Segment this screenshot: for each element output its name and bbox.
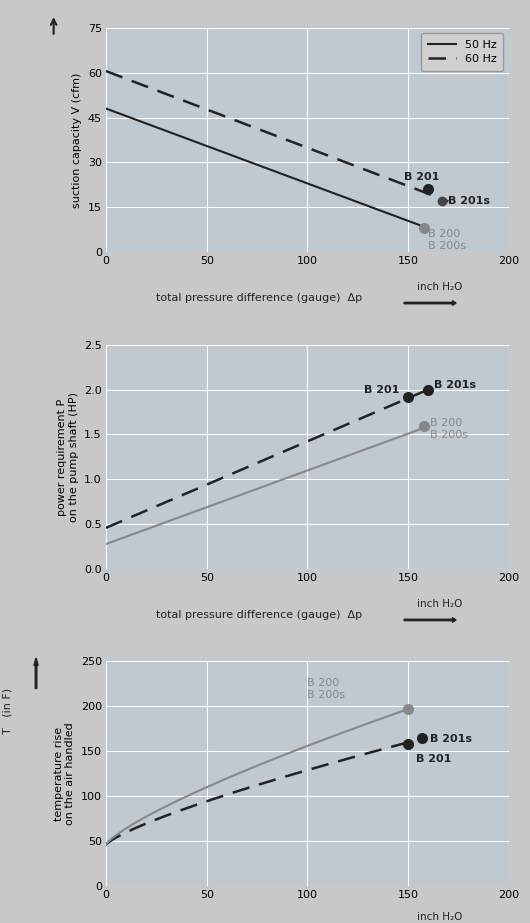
- Y-axis label: power requirement P
on the pump shaft (HP): power requirement P on the pump shaft (H…: [57, 392, 78, 521]
- Text: B 201: B 201: [416, 754, 452, 764]
- Text: inch H₂O: inch H₂O: [417, 912, 463, 921]
- Y-axis label: temperature rise
on the air handled: temperature rise on the air handled: [54, 723, 75, 825]
- Text: inch H₂O: inch H₂O: [417, 599, 463, 609]
- Text: B 200
B 200s: B 200 B 200s: [307, 677, 346, 701]
- Text: B 201s: B 201s: [448, 197, 490, 207]
- Y-axis label: suction capacity V (cfm): suction capacity V (cfm): [72, 72, 82, 208]
- Text: inch H₂O: inch H₂O: [417, 282, 463, 293]
- Text: B 200
B 200s: B 200 B 200s: [430, 417, 468, 440]
- Text: B 201: B 201: [364, 385, 399, 395]
- Text: B 201s: B 201s: [434, 379, 476, 390]
- Text: total pressure difference (gauge)  Δp: total pressure difference (gauge) Δp: [156, 294, 362, 304]
- Text: T   (in F): T (in F): [3, 688, 13, 734]
- Text: B 201: B 201: [404, 173, 439, 183]
- Text: B 201s: B 201s: [430, 735, 472, 744]
- Text: B 200
B 200s: B 200 B 200s: [428, 229, 466, 251]
- Legend: 50 Hz, 60 Hz: 50 Hz, 60 Hz: [421, 33, 504, 71]
- Text: total pressure difference (gauge)  Δp: total pressure difference (gauge) Δp: [156, 610, 362, 620]
